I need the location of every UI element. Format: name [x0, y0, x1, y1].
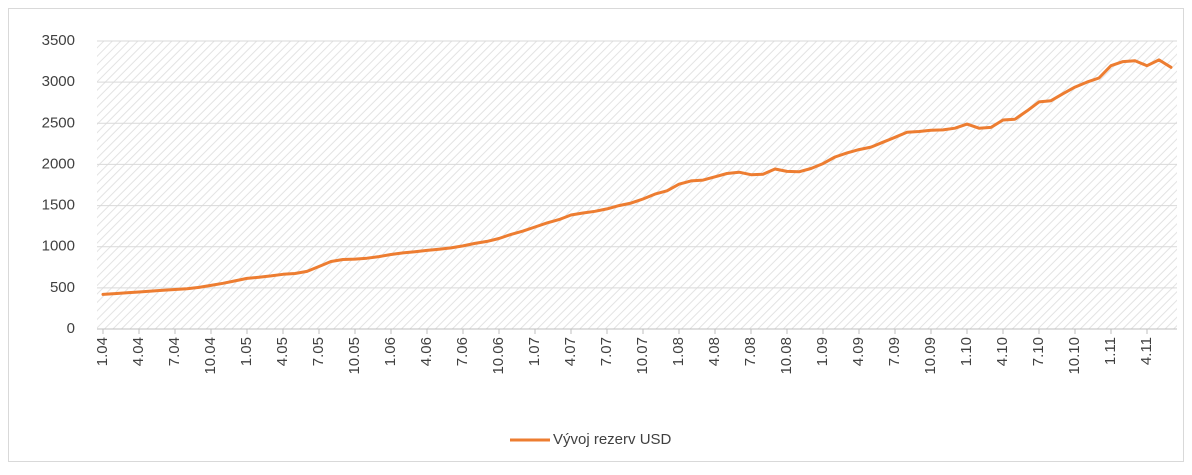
- x-tick-label: 4.06: [418, 337, 435, 366]
- x-tick-label: 7.09: [886, 337, 903, 366]
- x-tick-label: 10.10: [1066, 337, 1083, 375]
- y-tick-label: 3000: [42, 73, 75, 90]
- x-tick-label: 1.09: [814, 337, 831, 366]
- y-tick-label: 1500: [42, 197, 75, 214]
- x-tick-label: 1.07: [526, 337, 543, 366]
- x-tick-label: 7.07: [598, 337, 615, 366]
- series-line: [101, 58, 1173, 296]
- x-tick-label: 1.11: [1102, 337, 1119, 365]
- y-tick-label: 2500: [42, 114, 75, 131]
- x-tick-label: 1.06: [382, 337, 399, 366]
- y-tick-label: 3500: [42, 32, 75, 49]
- y-tick-label: 0: [67, 320, 75, 337]
- x-tick-label: 10.09: [922, 337, 939, 375]
- x-tick-label: 7.05: [310, 337, 327, 366]
- x-tick-label: 4.05: [274, 337, 291, 366]
- x-tick-label: 10.08: [778, 337, 795, 375]
- x-tick-label: 10.06: [490, 337, 507, 375]
- x-tick-label: 4.07: [562, 337, 579, 366]
- x-tick-label: 10.04: [202, 337, 219, 375]
- x-tick-label: 7.04: [166, 337, 183, 366]
- x-tick-label: 7.06: [454, 337, 471, 366]
- x-tick-label: 7.10: [1030, 337, 1047, 366]
- legend-label: Vývoj rezerv USD: [553, 431, 672, 448]
- x-tick-label: 4.11: [1138, 337, 1155, 365]
- x-tick-label: 10.05: [346, 337, 363, 375]
- x-tick-label: 4.10: [994, 337, 1011, 366]
- x-tick-label: 4.08: [706, 337, 723, 366]
- x-tick-label: 4.04: [130, 337, 147, 366]
- plot-area: [97, 41, 1177, 329]
- y-tick-label: 500: [50, 279, 75, 296]
- x-tick-label: 1.04: [94, 337, 111, 366]
- x-tick-label: 1.10: [958, 337, 975, 366]
- x-tick-label: 1.08: [670, 337, 687, 366]
- x-tick-label: 10.07: [634, 337, 651, 375]
- y-tick-label: 2000: [42, 155, 75, 172]
- x-tick-label: 1.05: [238, 337, 255, 366]
- x-tick-label: 4.09: [850, 337, 867, 366]
- y-tick-label: 1000: [42, 238, 75, 255]
- x-tick-label: 7.08: [742, 337, 759, 366]
